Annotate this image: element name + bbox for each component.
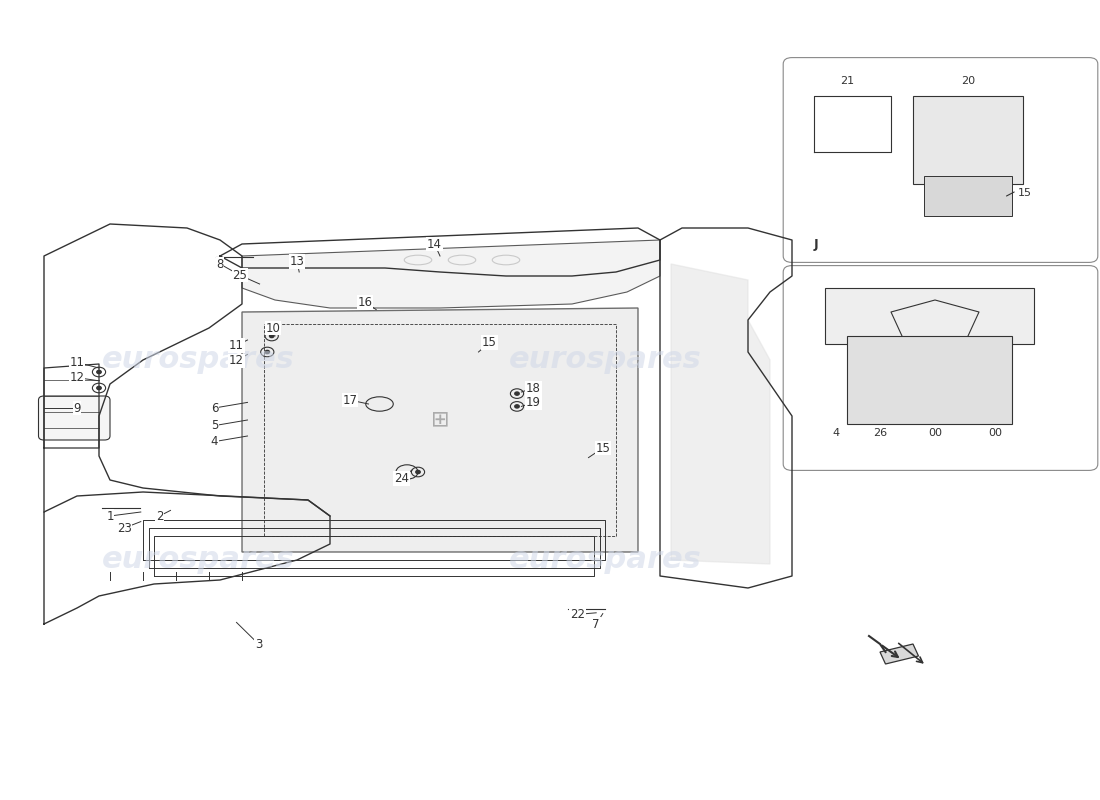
Polygon shape xyxy=(924,176,1012,216)
Text: eurospares: eurospares xyxy=(101,546,295,574)
Polygon shape xyxy=(913,96,1023,184)
Circle shape xyxy=(416,470,420,474)
Text: 7: 7 xyxy=(593,618,600,630)
Circle shape xyxy=(270,334,274,338)
Text: 9: 9 xyxy=(74,402,80,414)
Circle shape xyxy=(265,350,269,354)
Text: 00: 00 xyxy=(989,428,1002,438)
Text: 1: 1 xyxy=(107,510,113,522)
Text: 11: 11 xyxy=(69,356,85,369)
FancyBboxPatch shape xyxy=(783,58,1098,262)
Text: 4: 4 xyxy=(211,435,218,448)
Text: 14: 14 xyxy=(427,238,442,250)
Text: 2: 2 xyxy=(156,510,163,522)
Text: 3: 3 xyxy=(255,638,262,650)
Polygon shape xyxy=(242,240,660,308)
Text: 10: 10 xyxy=(265,322,280,334)
Text: 15: 15 xyxy=(482,336,497,349)
Text: 20: 20 xyxy=(961,76,975,86)
Circle shape xyxy=(97,370,101,374)
Text: eurospares: eurospares xyxy=(508,546,702,574)
Text: 15: 15 xyxy=(1018,188,1032,198)
Text: 21: 21 xyxy=(840,76,854,86)
Text: 5: 5 xyxy=(211,419,218,432)
Text: 24: 24 xyxy=(394,472,409,485)
Text: 19: 19 xyxy=(526,396,541,409)
Text: 4: 4 xyxy=(833,428,839,438)
Text: 25: 25 xyxy=(232,269,248,282)
Text: 12: 12 xyxy=(229,354,244,367)
Polygon shape xyxy=(242,308,638,552)
Text: 22: 22 xyxy=(570,608,585,621)
Text: 11: 11 xyxy=(229,339,244,352)
Text: 17: 17 xyxy=(342,394,358,406)
Polygon shape xyxy=(847,336,1012,424)
Text: 23: 23 xyxy=(117,522,132,534)
Text: eurospares: eurospares xyxy=(101,346,295,374)
Circle shape xyxy=(515,405,519,408)
Text: 12: 12 xyxy=(69,371,85,384)
Text: 26: 26 xyxy=(873,428,887,438)
Text: 13: 13 xyxy=(289,255,305,268)
Text: 8: 8 xyxy=(217,258,223,270)
FancyBboxPatch shape xyxy=(39,396,110,440)
Text: 16: 16 xyxy=(358,296,373,309)
Text: 6: 6 xyxy=(211,402,218,414)
Text: J: J xyxy=(814,238,818,251)
Circle shape xyxy=(515,392,519,395)
Circle shape xyxy=(97,386,101,390)
Text: 15: 15 xyxy=(595,442,610,454)
FancyBboxPatch shape xyxy=(783,266,1098,470)
Polygon shape xyxy=(825,288,1034,344)
Text: 18: 18 xyxy=(526,382,541,394)
Text: 00: 00 xyxy=(928,428,942,438)
Polygon shape xyxy=(671,264,770,564)
Polygon shape xyxy=(880,644,918,664)
Text: ⊞: ⊞ xyxy=(431,410,449,430)
Text: eurospares: eurospares xyxy=(508,346,702,374)
